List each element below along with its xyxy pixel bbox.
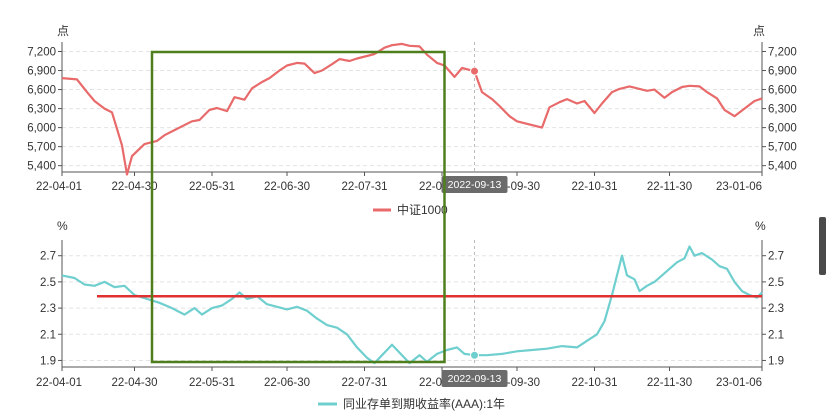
bottom-series-line (61, 245, 763, 365)
x-tick-label: 22-11-30 (647, 181, 692, 193)
top-y-ticks-left: 7,200 6,900 6,600 6,300 6,000 5,700 5,400 (27, 47, 62, 173)
top-x-ticks: 22-04-01 22-04-30 22-05-31 22-06-30 22-07-31… (36, 172, 763, 193)
x-tick-label: 22-07-31 (341, 377, 387, 389)
top-panel: 点 点 7,2006,9006,6006,3006,0005,7005,400 … (27, 24, 797, 217)
bottom-tooltip-badge: 2022-09-13 (441, 370, 508, 387)
x-tick-label: 23-01-06 (716, 377, 762, 389)
y-tick-label-right: 2.3 (768, 303, 784, 315)
bottom-legend-label: 同业存单到期收益率(AAA):1年 (343, 396, 505, 411)
x-tick-label: 22-04-01 (36, 377, 82, 389)
top-badge-background (441, 176, 508, 193)
y-tick-label-left: 5,400 (27, 161, 56, 173)
y-tick-label-right: 6,300 (768, 104, 797, 116)
bottom-x-ticks: 22-04-01 22-04-30 22-05-31 22-06-30 22-07-31… (36, 367, 763, 389)
y-tick-label-right: 2.7 (768, 251, 784, 263)
x-tick-label: 22-06-30 (264, 377, 310, 389)
top-series-line (61, 42, 763, 176)
x-tick-label: 22-07-31 (341, 181, 387, 193)
bottom-panel: % % 2.7 2.5 2.3 2.1 1.9 2.7 2.5 2.3 2.1 1.9 22-0… (36, 219, 784, 411)
top-y-ticks-right: 7,200 6,900 6,600 6,300 6,000 5,700 5,400 (762, 47, 797, 173)
y-tick-label-left: 5,700 (27, 142, 56, 154)
x-tick-label: 22-10-31 (571, 377, 617, 389)
y-tick-label-right: 2.5 (768, 277, 784, 289)
x-tick-label: 22-05-31 (189, 181, 235, 193)
y-tick-label-left: 2.1 (40, 329, 56, 341)
y-tick-label-right: 2.1 (768, 329, 784, 341)
top-right-unit: 点 (753, 24, 765, 38)
top-left-unit: 点 (57, 24, 69, 38)
x-tick-label: 22-04-30 (111, 377, 157, 389)
top-badge-date: 2022-09-13 (448, 179, 502, 191)
bottom-y-ticks-left: 2.7 2.5 2.3 2.1 1.9 (40, 251, 62, 367)
bottom-badge-background (441, 370, 508, 387)
x-tick-label: 22-05-31 (189, 377, 235, 389)
y-tick-label-left: 2.5 (40, 277, 56, 289)
y-tick-label-left: 6,000 (27, 123, 56, 135)
x-tick-label: 22-04-01 (36, 181, 82, 193)
scrollbar-thumb[interactable] (819, 217, 826, 275)
bottom-grid (62, 255, 762, 361)
y-tick-label-left: 7,200 (27, 47, 56, 59)
y-tick-label-left: 6,300 (27, 104, 56, 116)
y-tick-label-right: 6,900 (768, 66, 797, 78)
y-tick-label-left: 6,900 (27, 66, 56, 78)
bottom-legend[interactable]: 同业存单到期收益率(AAA):1年 (318, 396, 505, 411)
bottom-right-unit: % (755, 219, 766, 233)
y-tick-label-left: 1.9 (40, 355, 56, 367)
y-tick-label-left: 6,600 (27, 85, 56, 97)
y-tick-label-left: 2.3 (40, 303, 56, 315)
top-tooltip-badge: 2022-09-13 (441, 176, 508, 193)
x-tick-label: 23-01-06 (716, 181, 762, 193)
bottom-left-unit: % (57, 219, 68, 233)
x-tick-label: 22-06-30 (264, 181, 310, 193)
y-tick-label-right: 1.9 (768, 355, 784, 367)
y-tick-label-right: 5,700 (768, 142, 797, 154)
y-tick-label-right: 7,200 (768, 47, 797, 59)
y-tick-label-right: 6,000 (768, 123, 797, 135)
top-grid (62, 51, 762, 167)
highlight-region-box (150, 50, 446, 364)
y-tick-label-right: 5,400 (768, 161, 797, 173)
top-legend[interactable]: 中证1000 (373, 202, 448, 217)
bottom-badge-date: 2022-09-13 (448, 373, 502, 385)
top-crosshair-dot (470, 66, 479, 76)
y-tick-label-right: 6,600 (768, 85, 797, 97)
x-tick-label: 22-10-31 (571, 181, 617, 193)
x-tick-label: 22-11-30 (647, 377, 692, 389)
bottom-y-ticks-right: 2.7 2.5 2.3 2.1 1.9 (762, 251, 784, 367)
y-tick-label-left: 2.7 (40, 251, 56, 263)
top-legend-label: 中证1000 (397, 202, 448, 217)
x-tick-label: 22-04-30 (111, 181, 157, 193)
bottom-crosshair-dot (470, 350, 479, 360)
